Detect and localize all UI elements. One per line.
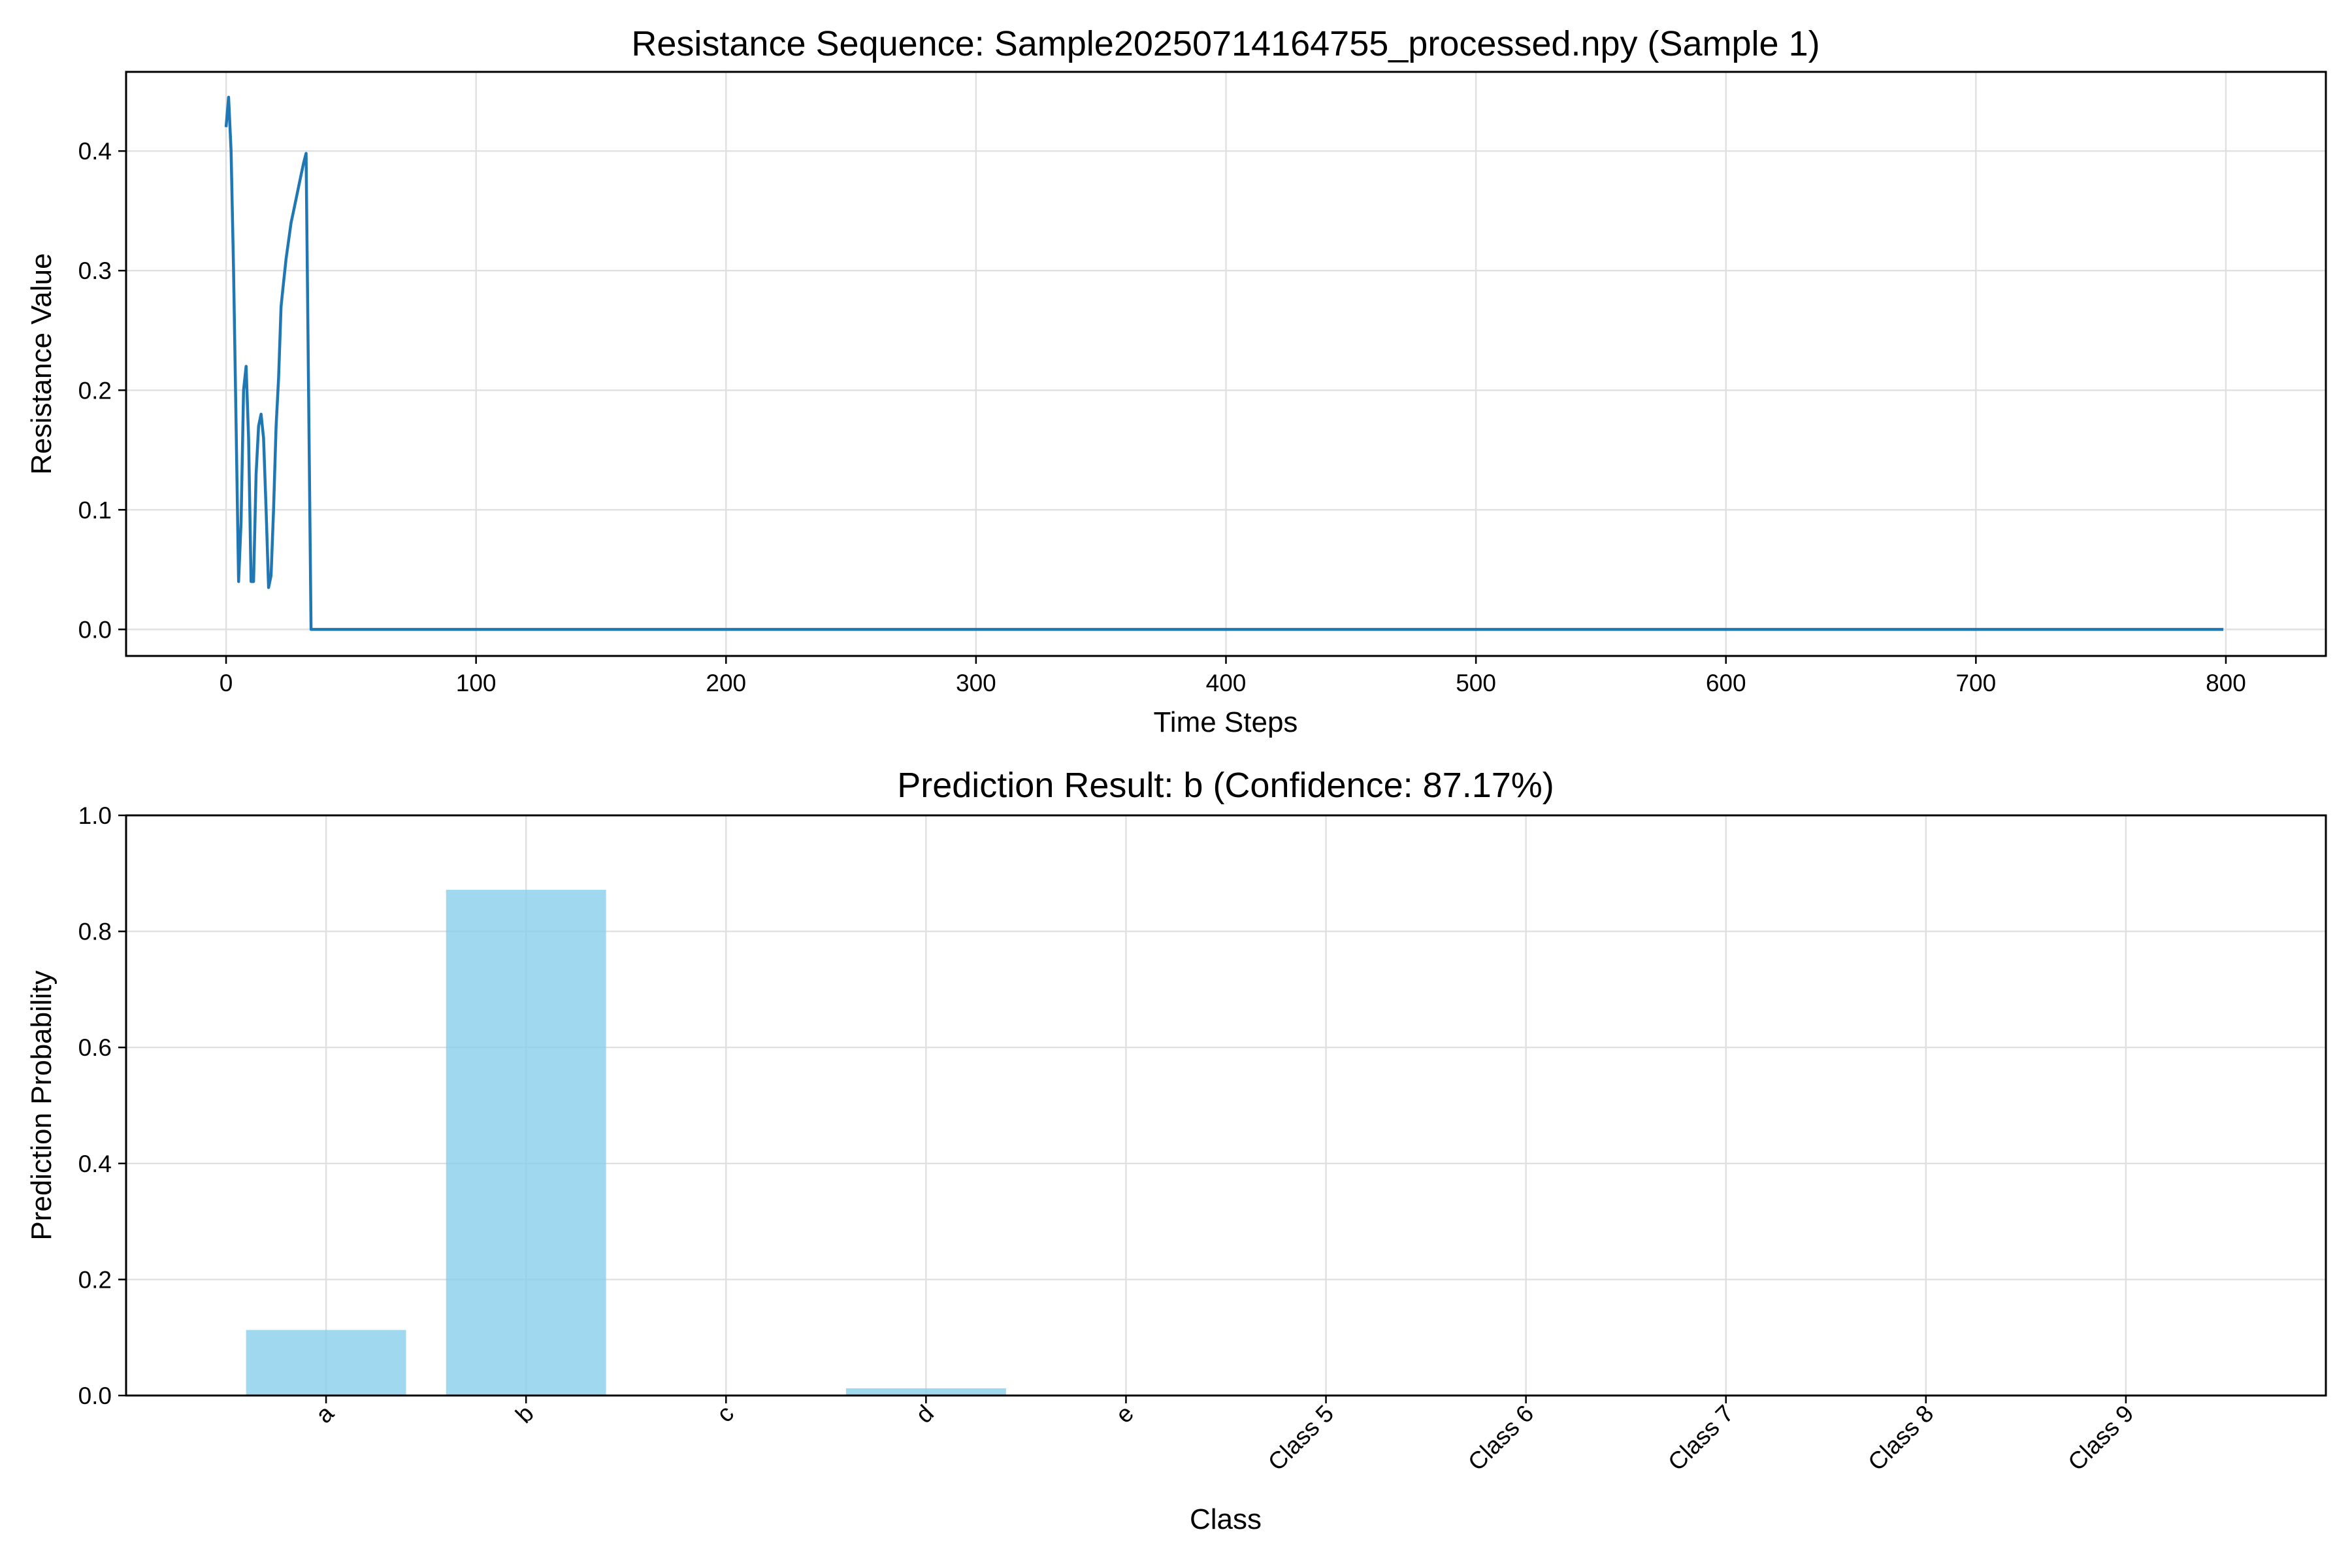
resistance-x-tick-label: 600	[1706, 670, 1746, 696]
prediction-y-tick-label: 0.8	[78, 919, 112, 945]
prediction-chart-title: Prediction Result: b (Confidence: 87.17%…	[897, 766, 1554, 805]
resistance-x-tick-label: 0	[220, 670, 233, 696]
resistance-x-tick-label: 400	[1206, 670, 1247, 696]
prediction-y-tick-label: 0.0	[78, 1382, 112, 1409]
prediction-bar	[446, 889, 606, 1396]
resistance-x-tick-label: 200	[706, 670, 746, 696]
prediction-bar	[845, 1388, 1006, 1396]
prediction-y-tick-label: 1.0	[78, 802, 112, 829]
resistance-y-tick-label: 0.3	[78, 257, 112, 284]
resistance-x-tick-label: 700	[1955, 670, 1996, 696]
resistance-x-tick-label: 100	[456, 670, 497, 696]
prediction-y-tick-label: 0.2	[78, 1266, 112, 1293]
resistance-chart: Resistance Sequence: Sample2025071416475…	[25, 24, 2327, 738]
resistance-y-tick-label: 0.4	[78, 138, 112, 165]
resistance-plot-frame	[125, 71, 2327, 657]
resistance-y-axis-label: Resistance Value	[25, 253, 57, 474]
resistance-x-tick-label: 500	[1456, 670, 1496, 696]
prediction-x-axis-label: Class	[1190, 1503, 1262, 1535]
resistance-y-tick-label: 0.0	[78, 616, 112, 643]
resistance-y-tick-label: 0.2	[78, 377, 112, 404]
prediction-plot-frame	[125, 814, 2327, 1397]
prediction-bar	[246, 1330, 406, 1396]
resistance-y-tick-label: 0.1	[78, 497, 112, 523]
resistance-x-axis-label: Time Steps	[1154, 706, 1298, 738]
resistance-chart-title: Resistance Sequence: Sample2025071416475…	[631, 24, 1820, 63]
resistance-x-tick-label: 800	[2206, 670, 2246, 696]
prediction-y-tick-label: 0.4	[78, 1151, 112, 1177]
prediction-y-axis-label: Prediction Probability	[25, 970, 57, 1240]
resistance-series-line	[224, 95, 2224, 631]
prediction-y-tick-label: 0.6	[78, 1034, 112, 1061]
resistance-x-tick-label: 300	[956, 670, 996, 696]
